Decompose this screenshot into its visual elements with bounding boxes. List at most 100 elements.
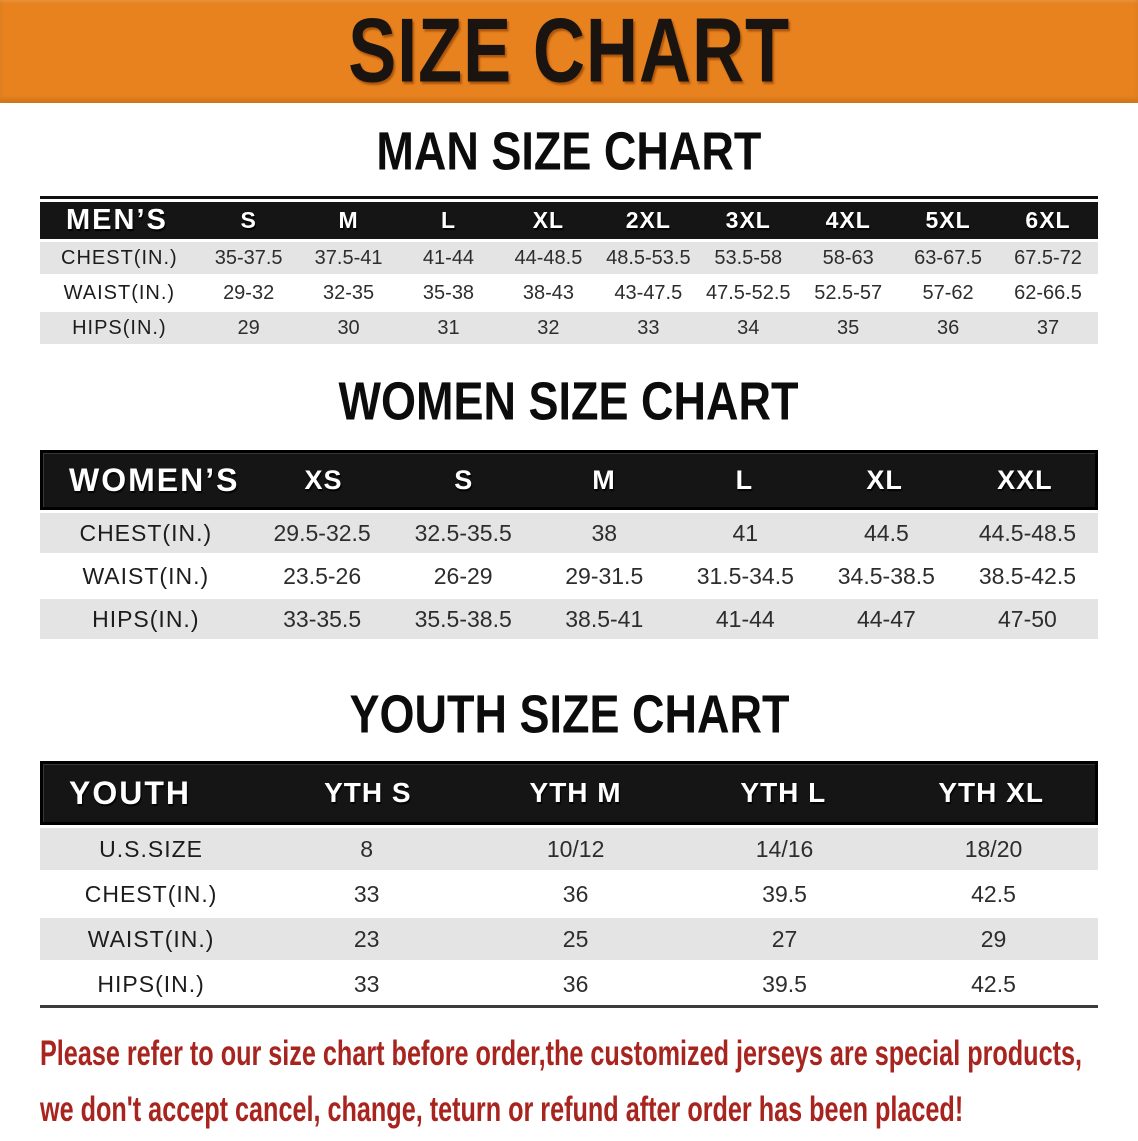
value-cell: 32-35 [322,281,375,304]
table-row: CHEST(IN.) 29.5-32.5 32.5-35.5 38 41 44.5 44.5… [40,513,1098,553]
table-row: CHEST(IN.) 33 36 39.5 42.5 [40,873,1098,915]
size-header-cell: M [592,464,616,495]
notice-line-1-text: Please refer to our size chart before or… [40,1034,1083,1073]
size-header-cell: XL [532,207,565,233]
youth-section: YOUTH SIZE CHART YOUTH YTH S YTH M YTH L YTH… [0,684,1138,1008]
value-cell: 29-31.5 [565,562,644,589]
row-label-cell: CHEST(IN.) [84,880,218,907]
table-row: WAIST(IN.) 23 25 27 29 [40,918,1098,960]
value-cell: 23 [353,925,380,952]
value-cell: 38.5-41 [565,605,644,632]
value-cell: 52.5-57 [814,281,883,304]
table-title-cell: YOUTH [69,774,191,811]
value-cell: 38 [591,519,618,546]
row-label-cell: WAIST(IN.) [63,281,176,304]
value-cell: 44.5-48.5 [978,519,1077,546]
value-cell: 37 [1036,316,1060,339]
value-cell: 38-43 [522,281,574,304]
value-cell: 29 [237,316,260,339]
value-cell: 18/20 [964,835,1023,862]
value-cell: 41 [732,519,759,546]
women-section-title: WOMEN SIZE CHART [0,371,1138,431]
value-cell: 42.5 [971,880,1016,907]
value-cell: 36 [562,970,589,997]
size-header-cell: S [454,464,474,495]
value-cell: 29.5-32.5 [273,519,371,546]
value-cell: 35-37.5 [214,246,283,269]
row-label-cell: U.S.SIZE [99,835,204,862]
value-cell: 44-47 [856,605,916,632]
value-cell: 67.5-72 [1014,246,1082,269]
women-section-title-text: WOMEN SIZE CHART [339,370,799,432]
value-cell: 63-67.5 [914,246,983,269]
table-row: WAIST(IN.) 29-32 32-35 35-38 38-43 43-47.5 47.… [40,277,1098,309]
value-cell: 58-63 [822,246,874,269]
value-cell: 62-66.5 [1014,281,1082,304]
value-cell: 33-35.5 [283,605,362,632]
value-cell: 25 [562,925,589,952]
table-row: U.S.SIZE 8 10/12 14/16 18/20 [40,828,1098,870]
value-cell: 32 [537,316,560,339]
value-cell: 57-62 [922,281,974,304]
value-cell: 33 [637,316,660,339]
notice-line-2-text: we don't accept cancel, change, teturn o… [40,1090,964,1129]
value-cell: 34.5-38.5 [837,562,935,589]
footer-notice: Please refer to our size chart before or… [40,1029,1138,1141]
size-header-cell: YTH S [324,777,412,808]
men-section-title-text: MAN SIZE CHART [376,120,762,182]
value-cell: 31 [437,316,460,339]
size-header-cell: S [240,207,257,233]
value-cell: 43-47.5 [614,281,683,304]
value-cell: 42.5 [971,970,1016,997]
value-cell: 38.5-42.5 [978,562,1077,589]
size-header-cell: XXL [997,464,1053,495]
size-header-cell: YTH L [740,777,827,808]
table-header-row: MEN’S S M L XL 2XL 3XL 4XL 5XL 6XL [40,202,1098,239]
women-size-table: WOMEN’S XS S M L XL XXL CHEST(IN.) 29.5-32.5 32.5… [40,450,1098,639]
table-row: HIPS(IN.) 33 36 39.5 42.5 [40,963,1098,1005]
row-label-cell: HIPS(IN.) [72,316,167,339]
size-header-cell: M [338,207,359,233]
table-title-cell: MEN’S [66,204,168,236]
value-cell: 29-32 [223,281,275,304]
table-row: CHEST(IN.) 35-37.5 37.5-41 41-44 44-48.5 48.5… [40,242,1098,274]
value-cell: 14/16 [755,835,814,862]
row-label-cell: HIPS(IN.) [97,970,205,997]
value-cell: 33 [353,970,380,997]
banner-title: SIZE CHART [348,0,790,102]
size-header-cell: L [735,464,754,495]
value-cell: 35 [837,316,860,339]
size-header-cell: 5XL [925,207,971,233]
value-cell: 53.5-58 [714,246,783,269]
value-cell: 41-44 [422,246,475,269]
row-label-cell: CHEST(IN.) [79,519,213,546]
value-cell: 35.5-38.5 [414,605,512,632]
value-cell: 31.5-34.5 [696,562,794,589]
table-header-row: YOUTH YTH S YTH M YTH L YTH XL [40,761,1098,825]
banner: SIZE CHART [0,0,1138,103]
row-label-cell: HIPS(IN.) [92,605,200,632]
notice-line-2: we don't accept cancel, change, teturn o… [40,1085,1138,1141]
value-cell: 35-38 [422,281,475,304]
size-header-cell: YTH M [529,777,622,808]
youth-section-title: YOUTH SIZE CHART [0,684,1138,744]
size-header-cell: 6XL [1025,207,1071,233]
women-section: WOMEN SIZE CHART WOMEN’S XS S M L XL XXL CHEST(… [0,371,1138,639]
men-section: MAN SIZE CHART MEN’S S M L XL 2XL 3XL 4XL 5XL 6XL… [0,121,1138,344]
value-cell: 39.5 [762,880,807,907]
value-cell: 8 [360,835,374,862]
value-cell: 48.5-53.5 [606,246,691,269]
value-cell: 27 [771,925,798,952]
value-cell: 44-48.5 [514,246,583,269]
youth-size-table: YOUTH YTH S YTH M YTH L YTH XL U.S.SIZE 8 10/12… [40,761,1098,1008]
value-cell: 47.5-52.5 [706,281,791,304]
men-section-title: MAN SIZE CHART [0,121,1138,181]
table-row: WAIST(IN.) 23.5-26 26-29 29-31.5 31.5-34.5 34… [40,556,1098,596]
value-cell: 47-50 [998,605,1057,632]
value-cell: 36 [936,316,960,339]
table-row: HIPS(IN.) 29 30 31 32 33 34 35 36 37 [40,312,1098,344]
value-cell: 32.5-35.5 [414,519,512,546]
size-header-cell: YTH XL [938,777,1044,808]
size-header-cell: 3XL [725,207,771,233]
